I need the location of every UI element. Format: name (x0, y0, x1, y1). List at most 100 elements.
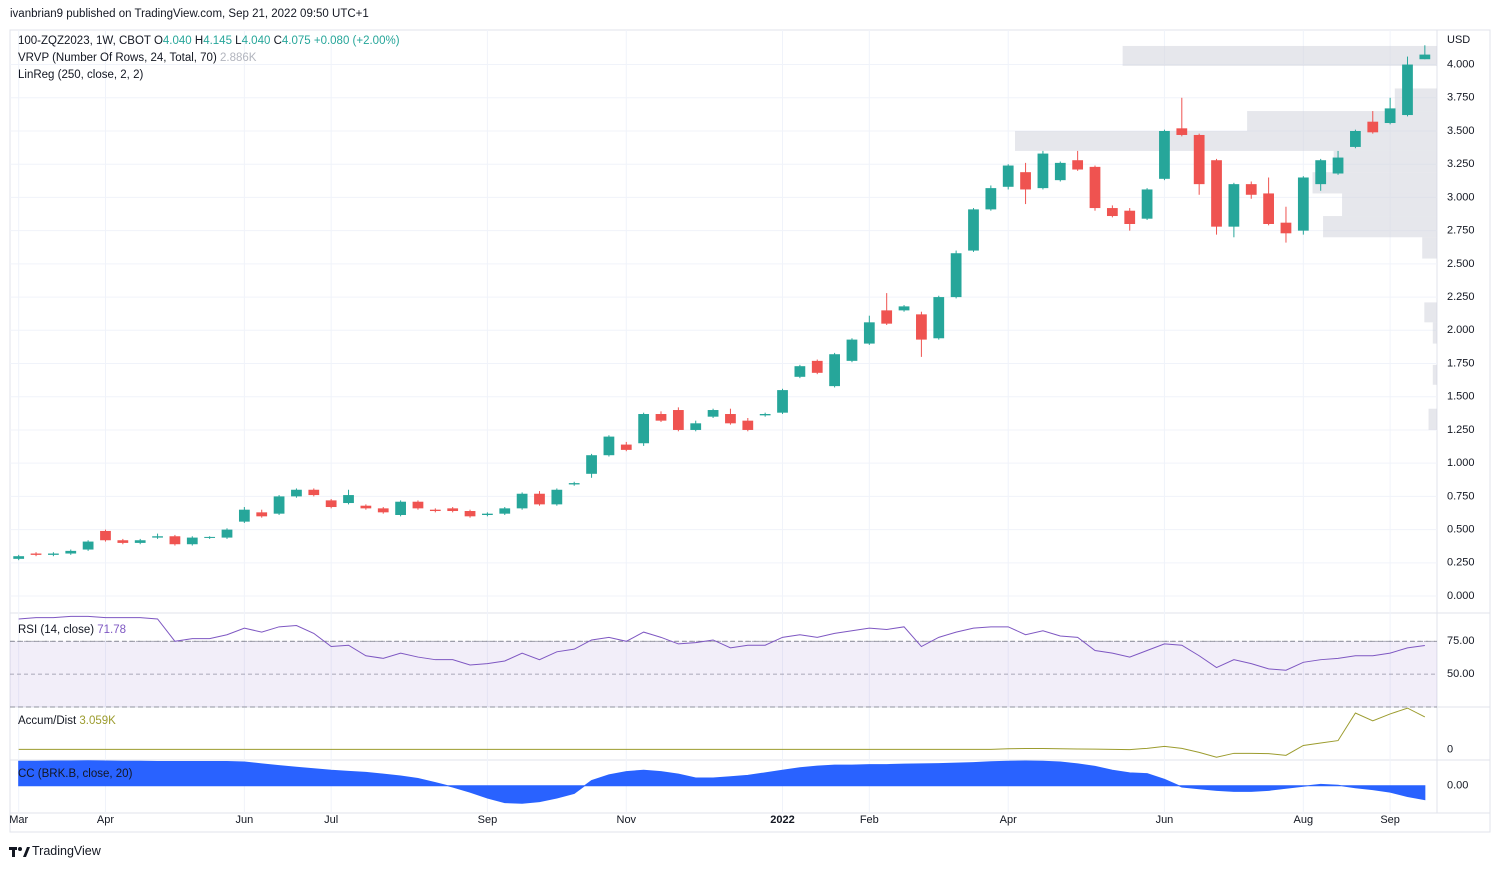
candle-body (1402, 64, 1413, 116)
x-tick-label: Jun (1156, 814, 1174, 826)
y-tick-label: 2.500 (1447, 258, 1475, 270)
candle-body (846, 339, 858, 361)
candle-body (1002, 165, 1014, 187)
candle-body (620, 444, 632, 450)
x-tick-label: Feb (860, 814, 879, 826)
candle-body (464, 511, 476, 517)
ad-title: Accum/Dist (18, 715, 77, 727)
candle-body (916, 314, 927, 340)
candle-body (360, 505, 372, 509)
candle-body (169, 536, 181, 545)
y-tick-label: 0.500 (1447, 524, 1475, 536)
candle-body (725, 414, 736, 424)
indicator: VRVP (Number Of Rows, 24, Total, 70) (18, 52, 217, 64)
candle-body (447, 508, 459, 512)
cc-title: CC (BRK.B, close, 20) (18, 768, 133, 780)
y-tick-label: 1.500 (1447, 391, 1475, 403)
rsi-title: RSI (14, close) (18, 624, 95, 636)
candle-body (256, 512, 268, 517)
x-tick-label: Apr (1000, 814, 1017, 826)
x-tick-label: Nov (617, 814, 637, 826)
candle-body (152, 536, 163, 538)
volume-profile-row (1015, 130, 1437, 151)
candle-body (1245, 184, 1257, 195)
main-legend: 100-ZQZ2023, 1W, CBOT O4.040 H4.145 L4.0… (18, 35, 400, 47)
y-tick-label: 2.000 (1447, 324, 1475, 336)
volume-profile-row (1422, 237, 1437, 259)
candle-body (1332, 157, 1344, 174)
candle-body (1419, 54, 1431, 60)
candle-body (1159, 130, 1170, 179)
x-tick-label: Apr (97, 814, 114, 826)
y-tick-label: 2.750 (1447, 225, 1475, 237)
y-tick-label: 1.000 (1447, 457, 1475, 469)
indicator-legend: VRVP (Number Of Rows, 24, Total, 70) 2.8… (18, 52, 256, 64)
candle-body (412, 501, 424, 509)
footer-brand: TradingView (32, 844, 101, 858)
candle-body (1124, 210, 1136, 224)
candle-body (1054, 162, 1066, 181)
candle-body (672, 410, 684, 430)
volume-profile-row (1432, 322, 1437, 344)
y-tick-label: 0 (1447, 743, 1453, 755)
candle-body (1089, 166, 1101, 209)
y-tick-label: 1.750 (1447, 357, 1475, 369)
candle-body (638, 414, 650, 444)
candle-body (82, 541, 94, 550)
rsi-value: 71.78 (97, 624, 127, 636)
x-tick-label: 2022 (770, 814, 794, 826)
candle-body (221, 529, 233, 538)
y-tick-label: 4.000 (1447, 58, 1475, 70)
ohlc-value: 4.040 (241, 35, 271, 47)
candle-body (690, 423, 702, 430)
x-tick-label: Mar (9, 814, 28, 826)
change: +0.080 (+2.00%) (313, 35, 400, 47)
y-tick-label: 0.00 (1447, 780, 1468, 792)
volume-profile-row (1342, 193, 1437, 217)
y-tick-label: 3.500 (1447, 125, 1475, 137)
candle-body (238, 509, 250, 522)
candle-body (100, 530, 111, 541)
ohlc-key: L (235, 35, 242, 47)
ohlc-value: 4.075 (281, 35, 311, 47)
volume-profile-row (1312, 172, 1437, 194)
candle-body (1280, 222, 1292, 234)
x-tick-label: Sep (478, 814, 498, 826)
publish-header: ivanbrian9 published on TradingView.com,… (10, 8, 369, 20)
ohlc-value: 4.040 (162, 35, 192, 47)
rsi-legend: RSI (14, close) 71.78 (18, 624, 126, 636)
candle-body (586, 455, 597, 474)
candle-body (1297, 177, 1309, 231)
candle-body (48, 553, 59, 555)
candle-body (1176, 128, 1188, 135)
candle-body (1263, 193, 1274, 224)
candle-body (881, 310, 893, 324)
x-tick-label: Sep (1380, 814, 1400, 826)
candle-body (1367, 121, 1379, 133)
candle-body (1106, 208, 1118, 217)
candle-body (65, 550, 77, 554)
candle-body (933, 297, 945, 339)
y-tick-label: 0.000 (1447, 590, 1475, 602)
candle-body (1228, 184, 1240, 227)
candle-body (759, 414, 771, 416)
candle-body (968, 209, 979, 251)
ohlc-key: C (273, 35, 282, 47)
y-tick-label: 1.250 (1447, 424, 1475, 436)
volume-profile-row (1122, 45, 1437, 66)
candle-body (499, 508, 511, 514)
candle-body (343, 495, 354, 504)
candle-body (186, 537, 198, 545)
indicator: LinReg (250, close, 2, 2) (18, 69, 144, 81)
candle-body (551, 489, 563, 505)
ohlc-key: O (153, 35, 163, 47)
cc-legend: CC (BRK.B, close, 20) (18, 768, 132, 780)
x-tick-label: Aug (1294, 814, 1314, 826)
ohlc-key: H (194, 35, 204, 47)
x-tick-label: Jul (324, 814, 338, 826)
y-tick-label: 0.750 (1447, 490, 1475, 502)
candle-body (429, 509, 441, 512)
y-tick-label: 0.250 (1447, 557, 1475, 569)
symbol: 100-ZQZ2023, 1W, CBOT (18, 35, 151, 47)
